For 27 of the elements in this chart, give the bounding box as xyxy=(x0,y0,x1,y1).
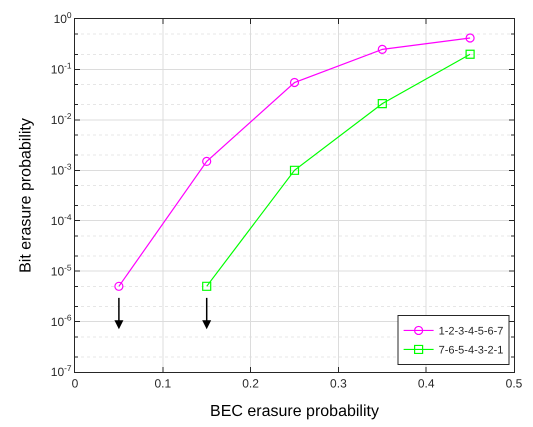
y-tick-label: 10$^{-2}$ xyxy=(50,111,72,128)
point xyxy=(378,99,387,108)
y-tick-label: 10$^{-1}$ xyxy=(50,60,72,77)
point xyxy=(466,50,475,59)
legend-label: 7-6-5-4-3-2-1 xyxy=(438,344,504,357)
y-tick-label: 10$^{-7}$ xyxy=(50,363,72,380)
y-tick-label: 10$^{0}$ xyxy=(54,10,72,26)
y-tick-label: 10$^{-3}$ xyxy=(50,161,72,178)
legend-label: 1-2-3-4-5-6-7 xyxy=(438,326,504,338)
y-tick-label: 10$^{-4}$ xyxy=(50,212,72,228)
x-tick-label: 0 xyxy=(72,376,79,390)
point xyxy=(202,156,212,166)
x-tick-label: 0.3 xyxy=(330,376,348,390)
x-tick-label: 0.4 xyxy=(418,376,435,390)
y-tick-label: 10$^{-5}$ xyxy=(50,262,72,278)
y-tick-label: 10$^{-6}$ xyxy=(50,312,72,329)
x-tick-label: 0.5 xyxy=(506,376,523,390)
x-axis-title: BEC erasure probability xyxy=(210,403,379,420)
y-axis-title: Bit erasure probability xyxy=(18,118,35,273)
point xyxy=(378,44,387,54)
point xyxy=(114,282,124,291)
point xyxy=(290,78,300,88)
point xyxy=(466,33,475,43)
point xyxy=(202,282,212,291)
x-tick-label: 0.2 xyxy=(242,376,260,390)
point xyxy=(290,166,300,175)
x-tick-label: 0.1 xyxy=(154,376,172,390)
